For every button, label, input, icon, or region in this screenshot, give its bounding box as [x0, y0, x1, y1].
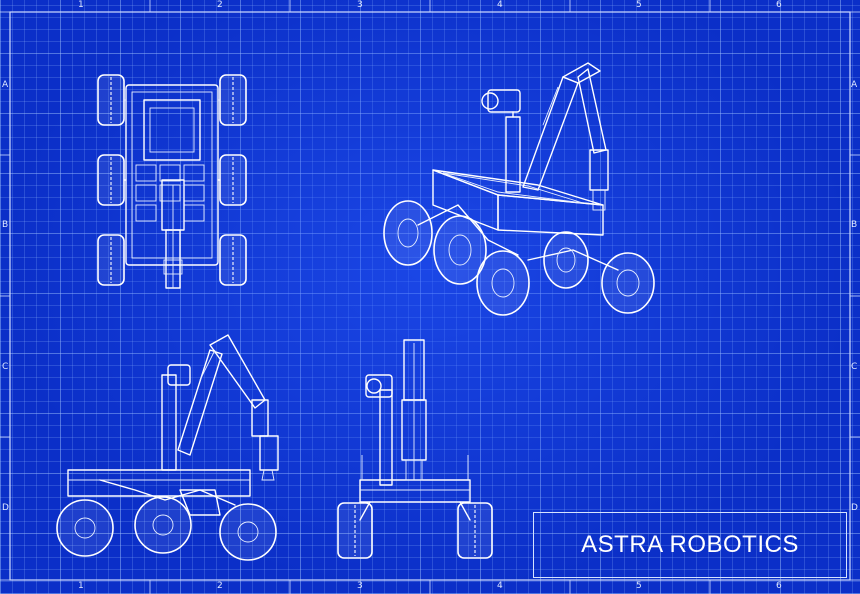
- column-label: 2: [217, 581, 223, 591]
- row-label: A: [2, 80, 9, 90]
- rover-isometric-view: [383, 62, 655, 316]
- column-label: 6: [776, 581, 782, 591]
- column-label: 5: [636, 0, 642, 10]
- column-label: 3: [357, 0, 363, 10]
- row-label: A: [851, 80, 858, 90]
- row-label: D: [851, 503, 858, 513]
- row-label: D: [2, 503, 9, 513]
- column-label: 1: [78, 581, 84, 591]
- row-label: B: [2, 220, 9, 230]
- row-label: B: [851, 220, 858, 230]
- wheel-icon: [97, 74, 247, 286]
- company-name: ASTRA ROBOTICS: [581, 531, 799, 558]
- rover-side-view: [56, 334, 279, 561]
- wheel-icon: [383, 200, 655, 316]
- row-label: C: [2, 362, 9, 372]
- rover-top-view: [97, 74, 247, 289]
- title-block: ASTRA ROBOTICS: [533, 512, 847, 578]
- column-label: 1: [78, 0, 84, 10]
- column-label: 3: [357, 581, 363, 591]
- column-label: 4: [497, 0, 503, 10]
- rover-front-view: [337, 339, 493, 559]
- column-label: 4: [497, 581, 503, 591]
- row-label: C: [851, 362, 858, 372]
- column-label: 2: [217, 0, 223, 10]
- column-label: 6: [776, 0, 782, 10]
- wheel-icon: [337, 502, 493, 559]
- column-label: 5: [636, 581, 642, 591]
- wheel-icon: [56, 496, 277, 561]
